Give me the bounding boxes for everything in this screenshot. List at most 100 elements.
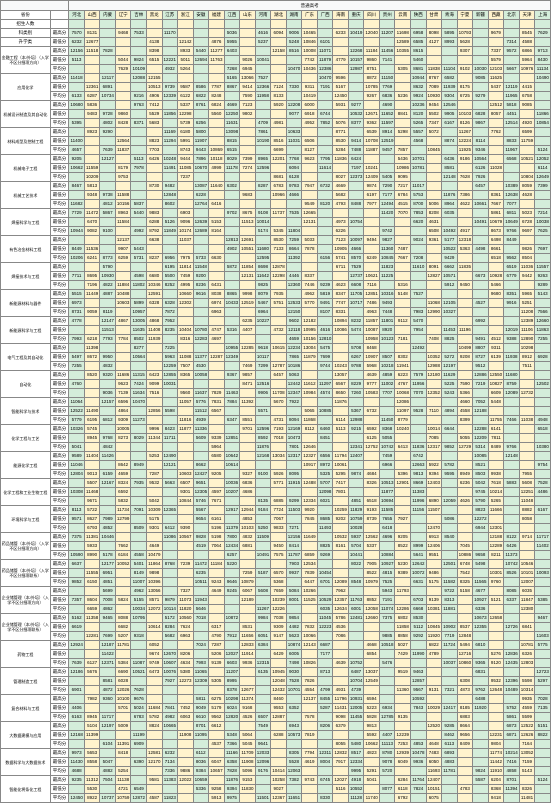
data-cell: 12327 — [302, 452, 318, 461]
data-cell: 11876 — [442, 191, 458, 200]
data-cell: 9898 — [146, 569, 162, 578]
data-cell: 6302 — [224, 182, 240, 191]
header-data-cell — [504, 20, 520, 29]
data-cell: 10309 — [146, 506, 162, 515]
data-cell — [364, 155, 380, 164]
data-cell: 5641 — [411, 551, 427, 560]
header-data-cell: 6101 — [317, 38, 333, 47]
data-cell: 5443 — [131, 245, 147, 254]
data-cell: 7038 — [271, 614, 287, 623]
data-cell: 6519 — [504, 263, 520, 272]
data-cell: 6235 — [193, 569, 209, 578]
data-cell: 9299 — [286, 497, 302, 506]
data-cell — [286, 74, 302, 83]
data-cell: 10093 — [535, 569, 551, 578]
data-cell: 6035 — [442, 209, 458, 218]
data-cell: 8206 — [317, 722, 333, 731]
data-cell: 4920 — [519, 119, 535, 128]
data-cell: 12103 — [488, 65, 504, 74]
data-cell — [271, 659, 287, 668]
data-cell: 11920 — [426, 632, 442, 641]
data-cell: 10034 — [131, 605, 147, 614]
data-cell: 8149 — [131, 569, 147, 578]
data-cell: 10874 — [286, 641, 302, 650]
data-cell: 5926 — [271, 470, 287, 479]
data-cell: 4973 — [333, 218, 349, 227]
data-cell: 12239 — [395, 731, 411, 740]
data-cell: 5968 — [364, 362, 380, 371]
data-cell — [255, 236, 271, 245]
data-cell: 5175 — [146, 515, 162, 524]
data-cell — [364, 461, 380, 470]
data-cell: 10491 — [255, 551, 271, 560]
data-cell: 12168 — [255, 452, 271, 461]
data-cell — [519, 164, 535, 173]
data-cell: 11863 — [535, 326, 551, 335]
data-cell: 9560 — [178, 389, 194, 398]
data-cell — [411, 515, 427, 524]
header-data-cell: 8545 — [519, 29, 535, 38]
data-cell: 7110 — [426, 407, 442, 416]
major-name-cell: 化学工程与工艺 — [1, 425, 51, 452]
row-sub-label: 平均分 — [50, 146, 69, 155]
data-cell: 9886 — [178, 767, 194, 776]
data-cell — [317, 533, 333, 542]
data-cell: 12121 — [162, 461, 178, 470]
data-cell: 6232 — [162, 749, 178, 758]
data-cell: 12481 — [348, 614, 364, 623]
data-cell: 7347 — [426, 119, 442, 128]
data-cell: 5867 — [100, 209, 116, 218]
data-cell: 4659 — [286, 335, 302, 344]
data-cell — [162, 686, 178, 695]
data-cell: 5963 — [162, 353, 178, 362]
header-data-cell: 4616 — [255, 29, 271, 38]
data-cell — [426, 587, 442, 596]
data-cell: 9078 — [379, 758, 395, 767]
data-cell: 5243 — [442, 389, 458, 398]
data-cell: 12670 — [162, 650, 178, 659]
data-cell: 5011 — [178, 56, 194, 65]
data-cell: 12827 — [426, 272, 442, 281]
data-cell: 10659 — [193, 776, 209, 785]
header-row-sub — [50, 20, 69, 29]
data-cell: 7255 — [535, 335, 551, 344]
data-cell: 12732 — [519, 389, 535, 398]
table-row: 平均分6104113916909453773665045964180555480… — [1, 740, 551, 749]
data-cell — [209, 614, 225, 623]
data-cell: 12691 — [240, 236, 256, 245]
data-cell — [488, 722, 504, 731]
data-cell: 9200 — [193, 272, 209, 281]
header-data-cell — [457, 20, 473, 29]
data-cell: 9813 — [364, 722, 380, 731]
table-row: 平均分1228176995207931856826963479079121165… — [1, 632, 551, 641]
data-cell: 6956 — [162, 254, 178, 263]
data-cell — [379, 65, 395, 74]
data-cell — [178, 686, 194, 695]
province-header: 北京 — [504, 11, 520, 20]
data-cell — [457, 335, 473, 344]
data-cell: 7085 — [426, 434, 442, 443]
data-cell — [317, 677, 333, 686]
data-cell: 9777 — [364, 380, 380, 389]
data-cell — [379, 344, 395, 353]
row-sub-label: 最低分 — [50, 488, 69, 497]
major-name-cell: 机械工艺技术 — [1, 182, 51, 209]
data-cell: 11864 — [146, 560, 162, 569]
data-cell: 8537 — [457, 623, 473, 632]
data-cell: 10190 — [255, 137, 271, 146]
data-cell: 5920 — [271, 101, 287, 110]
data-cell: 7784 — [115, 335, 131, 344]
data-cell: 8882 — [519, 506, 535, 515]
header-data-cell: 11207 — [379, 29, 395, 38]
data-cell: 5818 — [504, 101, 520, 110]
header-data-cell: 8993 — [442, 38, 458, 47]
data-cell: 6150 — [84, 578, 100, 587]
header-data-cell — [131, 20, 147, 29]
data-cell: 4659 — [115, 470, 131, 479]
data-cell — [395, 524, 411, 533]
data-cell — [240, 434, 256, 443]
data-cell: 8661 — [488, 245, 504, 254]
data-cell: 12856 — [146, 407, 162, 416]
row-sub-label: 平均分 — [50, 605, 69, 614]
data-cell: 5113 — [69, 56, 85, 65]
